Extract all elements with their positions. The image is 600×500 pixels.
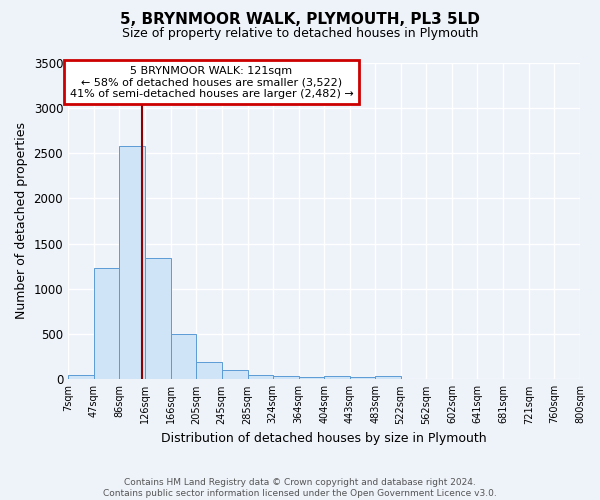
Bar [119, 146, 145, 380]
Bar [145, 258, 170, 380]
X-axis label: Distribution of detached houses by size in Plymouth: Distribution of detached houses by size … [161, 432, 487, 445]
Text: 5, BRYNMOOR WALK, PLYMOUTH, PL3 5LD: 5, BRYNMOOR WALK, PLYMOUTH, PL3 5LD [120, 12, 480, 28]
Bar [299, 376, 325, 380]
Bar [248, 375, 272, 380]
Text: Size of property relative to detached houses in Plymouth: Size of property relative to detached ho… [122, 28, 478, 40]
Bar [272, 376, 299, 380]
Bar [350, 376, 376, 380]
Bar [170, 334, 196, 380]
Y-axis label: Number of detached properties: Number of detached properties [15, 122, 28, 320]
Text: Contains HM Land Registry data © Crown copyright and database right 2024.
Contai: Contains HM Land Registry data © Crown c… [103, 478, 497, 498]
Bar [68, 375, 94, 380]
Bar [196, 362, 221, 380]
Bar [376, 376, 401, 380]
Text: 5 BRYNMOOR WALK: 121sqm
← 58% of detached houses are smaller (3,522)
41% of semi: 5 BRYNMOOR WALK: 121sqm ← 58% of detache… [70, 66, 353, 99]
Bar [221, 370, 248, 380]
Bar [325, 376, 350, 380]
Bar [94, 268, 119, 380]
